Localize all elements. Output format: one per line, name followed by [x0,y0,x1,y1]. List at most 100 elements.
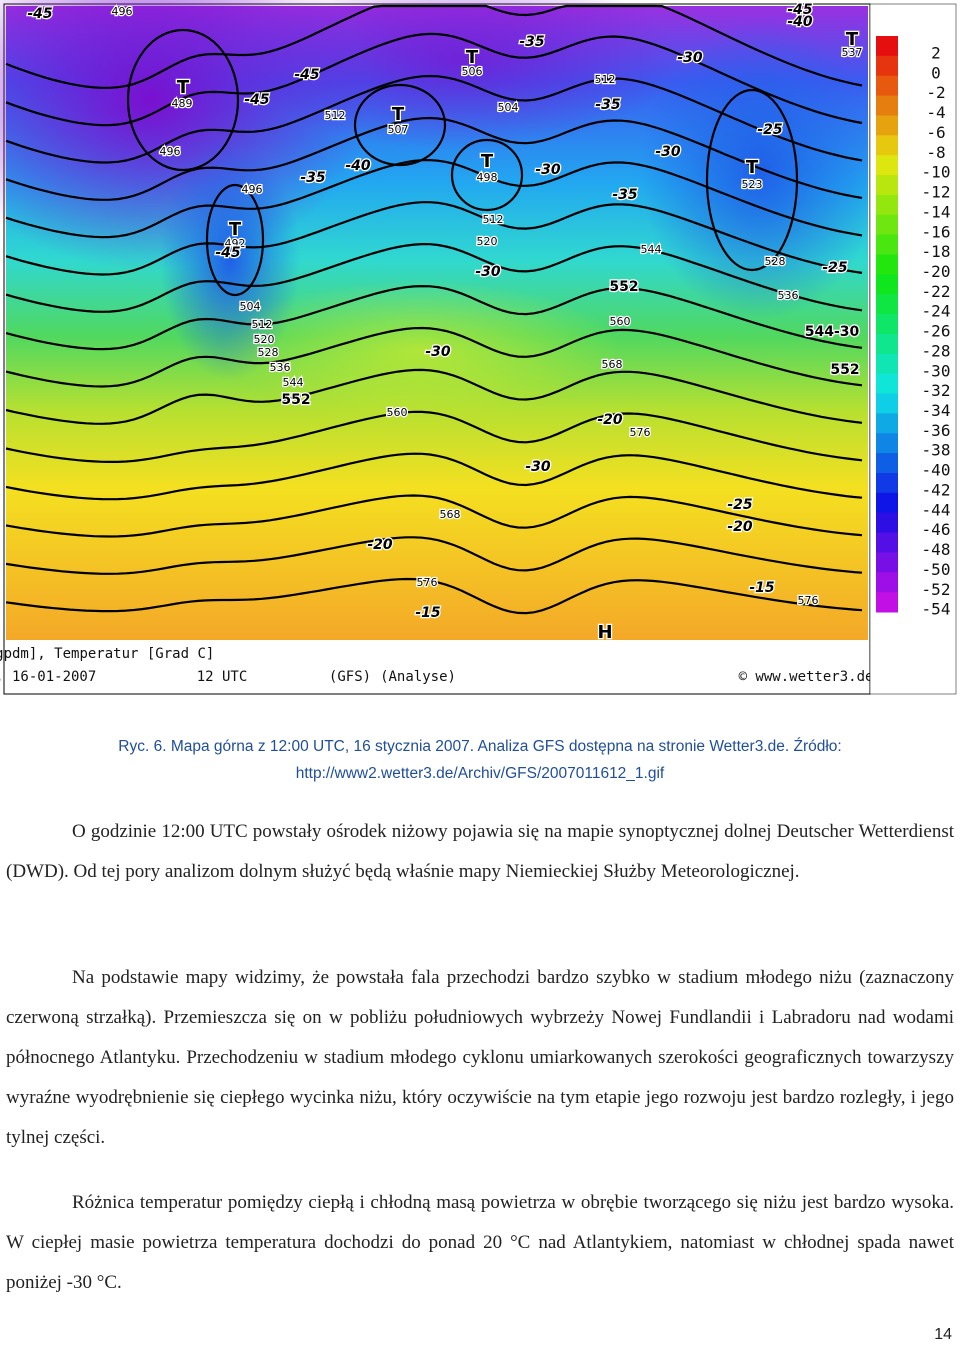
legend-swatch [876,512,898,534]
caption-line: Ryc. 6. Mapa górna z 12:00 UTC, 16 stycz… [118,738,842,755]
map-label: 512 [325,109,346,122]
map-label: -15 [415,605,441,621]
map-label: -45 [787,2,813,18]
map-label: 560 [387,406,408,419]
map-label: -45 [215,245,241,261]
map-label: 506 [462,65,483,78]
map-label: 489 [172,97,193,110]
paragraph: Na podstawie mapy widzimy, że powstała f… [6,967,954,1148]
legend-swatch [876,36,898,57]
map-label: -25 [727,497,753,513]
map-label: 520 [254,333,275,346]
contour-line [5,242,863,313]
legend-swatch [876,472,898,494]
legend-label: -42 [922,480,951,499]
map-label: -30 [655,144,681,160]
map-label: -40 [787,14,813,30]
legend-label: -36 [922,421,951,440]
map-label: T [392,104,405,125]
legend-swatch [876,294,898,315]
map-label: -45 [244,92,270,108]
contour-line [5,4,863,89]
map-label: 512 [483,213,504,226]
contour-ring [126,28,240,172]
map-label: -15 [749,580,775,596]
legend-label: -52 [922,580,951,599]
legend-swatch [876,194,898,216]
legend-swatch [876,95,898,116]
contour-line [5,32,863,127]
map-label: 536 [270,361,291,374]
map-label: -25 [757,122,783,138]
contours [5,4,863,615]
contour-line [5,494,863,538]
map-label: -20 [367,537,393,553]
legend-label: -18 [922,242,951,261]
legend-label: -4 [926,103,945,122]
map-label: -20 [597,412,623,428]
legend-label: 2 [931,44,941,63]
paragraph: O godzinie 12:00 UTC powstały ośrodek ni… [6,821,954,882]
map-label: -30 [475,264,501,280]
contour-line [5,158,863,239]
map-label: T [229,219,242,240]
map-label: -30 [535,162,561,178]
map-label: 507 [388,123,409,136]
footer-text: 500 hPa Geopotential [gpdm], Temperatur … [0,646,214,662]
legend-label: -28 [922,341,951,360]
contour-ring [450,138,524,212]
legend-swatch [876,155,898,176]
legend-swatch [876,532,898,553]
legend-swatch [876,453,898,474]
footer-text: (Analyse) [380,669,456,685]
contour-ring [705,88,799,272]
map-label: 492 [225,237,246,250]
legend-swatch [876,274,898,295]
footer-text: Dienstag, 16-01-2007 [0,669,96,685]
legend-swatch [876,433,898,454]
map-label: 544 [641,243,662,256]
map-label: H [597,622,612,643]
legend-swatch [876,75,898,97]
legend-swatch [876,175,898,196]
map-label: -30 [525,459,551,475]
map-label: -20 [727,519,753,535]
legend-label: -48 [922,540,951,559]
legend-swatch [876,254,898,275]
map-label: 576 [798,594,819,607]
map-label: 528 [765,255,786,268]
map-footer [6,640,868,692]
legend-swatch [876,314,898,335]
legend-label: -20 [922,262,951,281]
legend-swatch [876,214,898,236]
map-label: 496 [160,145,181,158]
map-label: T [746,157,759,178]
legend-label: -34 [922,401,951,420]
contour-line [5,116,863,201]
cold-area [640,20,880,320]
map-label: -35 [300,170,326,186]
legend-label: -40 [922,461,951,480]
map-label: 498 [477,171,498,184]
map-label: 512 [595,73,616,86]
legend-label: -46 [922,520,951,539]
map-label: 496 [112,5,133,18]
legend-swatch [876,492,898,514]
legend-label: -22 [922,282,951,301]
map-label: 537 [842,46,863,59]
map-label: 560 [610,315,631,328]
contour-line [5,284,863,351]
contour-ring [205,183,265,297]
map-label: -40 [345,158,371,174]
legend-swatch [876,234,898,255]
map-label: 523 [742,178,763,191]
legend-label: -38 [922,441,951,460]
legend-label: -50 [922,560,951,579]
legend-label: -10 [922,163,951,182]
map-label: T [177,77,190,98]
map-label: 552 [281,392,310,408]
footer-text: (GFS) [329,669,371,685]
legend-swatch [876,413,898,434]
cold-area [240,0,680,150]
map-label: 568 [602,358,623,371]
